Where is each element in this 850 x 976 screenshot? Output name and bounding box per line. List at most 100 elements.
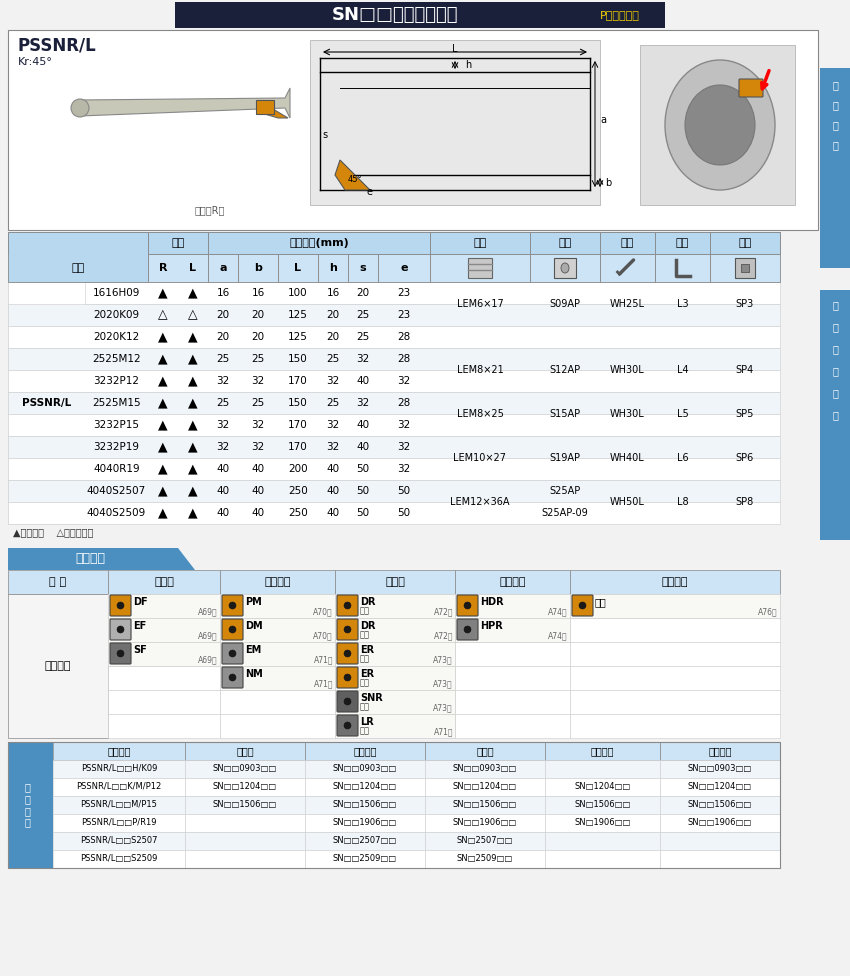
Text: 32: 32 [217,420,230,430]
Circle shape [117,650,124,657]
FancyBboxPatch shape [572,595,593,616]
Text: b: b [605,178,611,188]
Text: 刀片形状: 刀片形状 [45,661,71,671]
Bar [335,570,455,594]
Bar [430,232,530,254]
Bar [310,40,600,205]
Text: PM: PM [245,597,262,607]
Bar [660,796,780,814]
Text: a: a [219,263,227,273]
Bar [305,760,425,778]
Text: WH25L: WH25L [610,299,645,309]
Text: 20: 20 [217,332,230,342]
Bar [655,232,710,254]
Bar [185,796,305,814]
Text: 20: 20 [252,310,264,320]
Bar [220,666,335,690]
Text: 削: 削 [832,366,838,376]
FancyBboxPatch shape [110,619,131,640]
Text: 1616H09: 1616H09 [93,288,140,298]
Text: L: L [190,263,196,273]
Text: 40: 40 [217,464,230,474]
Text: 40: 40 [326,464,339,474]
Text: 粗加工: 粗加工 [385,577,405,587]
Text: ▲: ▲ [158,419,167,431]
Bar [108,618,220,642]
Ellipse shape [561,263,569,273]
Text: ▲: ▲ [188,484,198,498]
Text: WH40L: WH40L [610,453,645,463]
Bar [335,594,455,618]
Bar [8,502,780,524]
Text: WH50L: WH50L [610,497,645,507]
Text: ▲: ▲ [158,440,167,454]
Ellipse shape [665,60,775,190]
Circle shape [344,650,351,657]
Text: ▲: ▲ [188,375,198,387]
Text: A72页: A72页 [434,631,453,640]
Text: 50: 50 [356,464,370,474]
Text: a: a [600,115,606,125]
Bar [554,258,576,278]
Text: EF: EF [133,621,146,631]
Text: A76页: A76页 [758,607,778,616]
Text: ▲: ▲ [158,507,167,519]
Text: 扳手: 扳手 [620,238,634,248]
Text: SN□□0903□□: SN□□0903□□ [333,764,397,774]
Bar [570,666,780,690]
Text: PSSNR/L□□H/K09: PSSNR/L□□H/K09 [81,764,157,774]
Text: 刀
杆
型
号: 刀 杆 型 号 [24,783,30,828]
Circle shape [344,722,351,729]
Text: e: e [400,263,408,273]
Text: SN□□2509□□: SN□□2509□□ [333,855,397,864]
Text: ▲: ▲ [188,352,198,365]
Text: s: s [322,130,327,140]
Bar [53,814,185,832]
Text: S15AP: S15AP [549,409,581,419]
Bar [108,594,220,618]
Bar [640,45,795,205]
Bar [335,714,455,738]
Bar [545,760,660,778]
Polygon shape [80,88,290,118]
Text: 型号: 型号 [71,263,85,273]
Bar [660,760,780,778]
Polygon shape [335,160,370,190]
Text: 40: 40 [356,420,370,430]
Bar [570,570,780,594]
Bar [220,594,335,618]
Text: 25: 25 [217,398,230,408]
Text: 16: 16 [217,288,230,298]
Text: LEM8×21: LEM8×21 [456,365,503,375]
Text: HPR: HPR [480,621,502,631]
Bar [348,254,378,282]
Text: SNR: SNR [360,693,382,703]
Circle shape [117,626,124,633]
Bar [425,832,545,850]
Bar [425,742,545,760]
Bar [335,618,455,642]
Bar [278,254,318,282]
Text: NM: NM [245,669,263,679]
Text: S19AP: S19AP [549,453,581,463]
Bar [220,642,335,666]
Text: 双面: 双面 [360,654,370,663]
Text: 40: 40 [252,464,264,474]
FancyBboxPatch shape [110,595,131,616]
Text: SP4: SP4 [736,365,754,375]
Bar [530,254,600,282]
Text: 杆杆: 杆杆 [676,238,689,248]
Text: 40: 40 [326,508,339,518]
Text: A72页: A72页 [434,607,453,616]
Text: 车: 车 [832,120,838,130]
Bar [8,370,780,392]
Text: 200: 200 [288,464,308,474]
Bar [108,690,220,714]
Text: 4040S2507: 4040S2507 [87,486,146,496]
Text: Kr:45°: Kr:45° [18,57,53,67]
Circle shape [464,626,471,633]
Circle shape [117,602,124,609]
Text: ER: ER [360,645,374,655]
Bar [185,832,305,850]
Text: SN□□1204□□: SN□□1204□□ [688,783,752,792]
